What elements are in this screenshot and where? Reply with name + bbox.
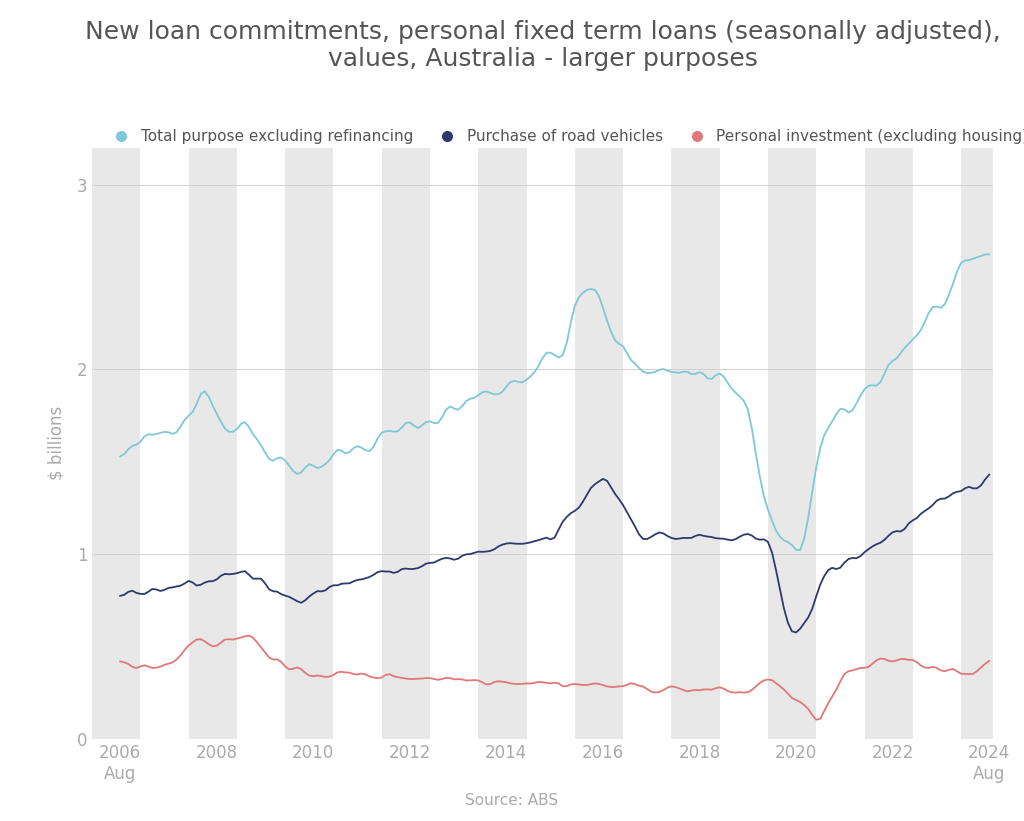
Bar [768,148,816,739]
Bar [382,148,430,739]
Bar [574,148,624,739]
Bar [962,148,1010,739]
Bar [92,148,140,739]
Bar [672,148,720,739]
Bar [188,148,237,739]
Bar [864,148,912,739]
Legend: Total purpose excluding refinancing, Purchase of road vehicles, Personal investm: Total purpose excluding refinancing, Pur… [99,123,1024,150]
Bar [286,148,334,739]
Bar [478,148,526,739]
Text: Source: ABS: Source: ABS [466,792,558,808]
Y-axis label: $ billions: $ billions [47,406,66,480]
Title: New loan commitments, personal fixed term loans (seasonally adjusted),
values, A: New loan commitments, personal fixed ter… [85,20,1000,71]
